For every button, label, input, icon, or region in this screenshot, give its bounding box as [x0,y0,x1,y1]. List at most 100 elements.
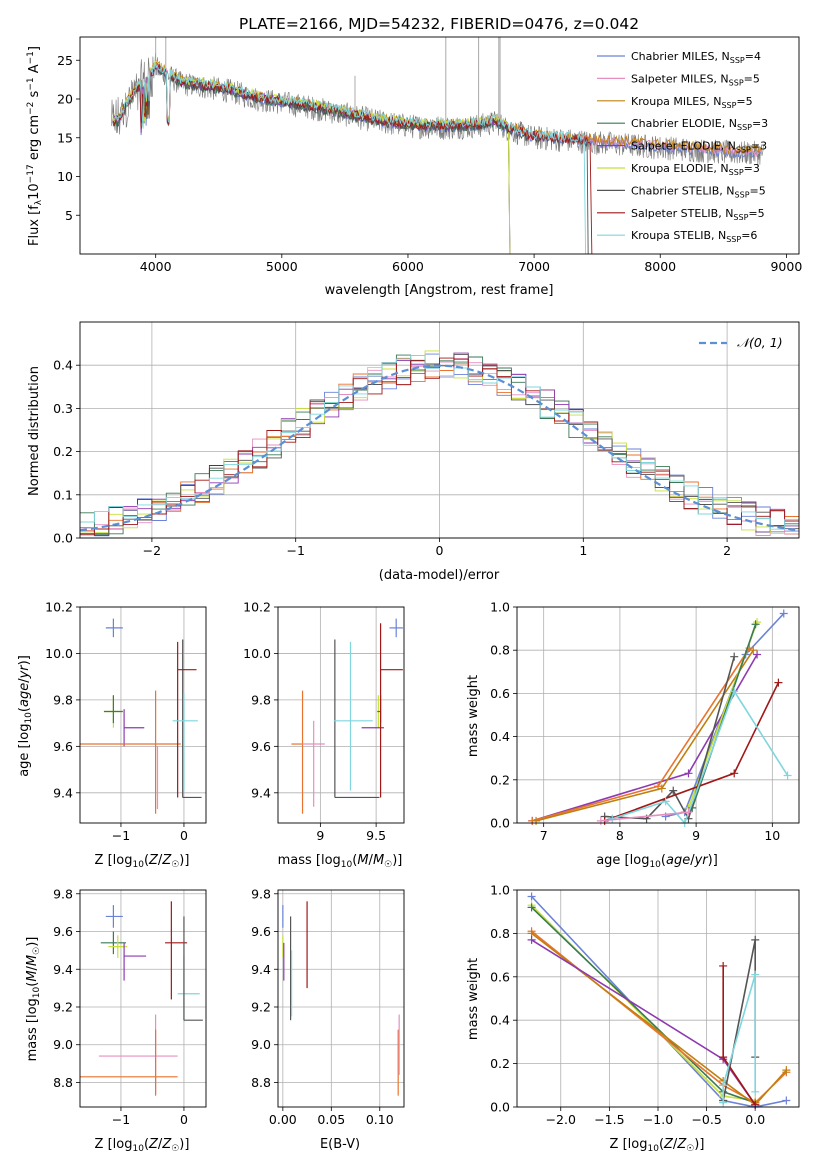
weight-marker [751,620,760,629]
y-tick-label: 1.0 [490,600,510,615]
y-tick-label: 10.2 [45,600,73,615]
y-tick-label: 9.6 [53,739,73,754]
model-spectrum-line [112,65,511,254]
y-tick-label: 0.6 [490,686,510,701]
x-tick-label: −1.5 [594,1112,624,1127]
mass-vs-extinction-panel: 0.00 0.05 0.10 8.8 9.0 9.2 9.4 9.6 9.8 [251,886,405,1127]
massZ-ylabel: mass [log10(M/M☉)] [25,937,42,1062]
weight-marker [527,892,536,901]
weight-line [665,612,785,818]
weight-marker [719,1053,728,1062]
y-tick-label: 0.1 [53,487,73,502]
weight-marker [719,1081,728,1090]
weight-line [535,649,754,822]
legend-label: 𝒩(0, 1) [737,335,783,350]
y-tick-label: 9.0 [251,1037,271,1052]
y-tick-label: 20 [57,92,73,107]
weight-line [531,930,787,1104]
weight-line [722,974,756,1103]
axes-frame [79,606,207,824]
model-spectrum-line [112,63,593,254]
x-tick-label: −2.0 [546,1112,576,1127]
massZ-xlabel: Z [log10(Z/Z☉)] [95,1137,190,1154]
x-tick-label: 9 [692,828,700,843]
y-tick-label: 0.3 [53,401,73,416]
x-tick-label: 0.10 [366,1112,394,1127]
axes-frame [516,889,800,1108]
weight-marker [751,935,760,944]
y-tick-label: 1.0 [490,883,510,898]
x-tick-label: −2 [143,543,161,558]
weight-marker [730,687,739,696]
x-tick-label: 9 [316,828,324,843]
weight-marker [684,808,693,817]
axes-frame [277,606,405,824]
x-tick-label: 0 [180,1112,188,1127]
y-tick-label: 9.8 [53,886,73,901]
weight-marker [657,784,666,793]
residual-histogram-panel: −2 −1 0 1 2 0.0 0.1 0.2 0.3 0.4 𝒩(0, 1) [53,321,800,558]
legend-label: Chabrier STELIB, NSSP=5 [631,184,766,199]
x-tick-label: 0 [436,543,444,558]
x-tick-label: 6000 [392,259,424,274]
hist-ylabel: Normed distribution [27,366,42,496]
y-tick-label: 9.6 [53,924,73,939]
x-tick-label: −0.5 [691,1112,721,1127]
x-tick-label: 9.5 [366,828,386,843]
y-tick-label: 9.8 [53,692,73,707]
massE-xlabel: E(B-V) [320,1137,360,1152]
y-tick-label: 9.2 [251,999,271,1014]
model-spectrum-line [112,63,589,254]
axes-frame [277,889,405,1108]
x-tick-label: −1 [112,1112,130,1127]
axes-frame [516,606,800,824]
y-tick-label: 0.2 [490,1056,510,1071]
x-tick-label: 9000 [770,259,802,274]
model-spectrum-line [112,62,587,254]
weight-marker [751,970,760,979]
weight-marker [596,816,605,825]
y-tick-label: 0.4 [490,1013,510,1028]
legend-label: Salpeter MILES, NSSP=5 [631,72,760,87]
mass-vs-metallicity-panel: −1 0 8.8 9.0 9.2 9.4 9.6 9.8 [53,886,207,1127]
ageZ-ylabel: age [log10(age/yr)] [17,655,34,777]
weight-line [531,906,756,1104]
weight-line [612,689,789,823]
normal-distribution-curve [80,364,797,532]
x-tick-label: 0.05 [317,1112,345,1127]
histogram-step [80,355,799,530]
spectrum-ylabel: Flux [fλ10−17 erg cm−2 s−1 A−1] [26,46,44,246]
y-tick-label: 0.0 [490,1100,510,1115]
y-tick-label: 9.2 [53,999,73,1014]
x-tick-label: 8000 [644,259,676,274]
weight-marker [532,816,541,825]
weight-line [600,811,689,822]
weight-vs-age-panel: 7 8 9 10 0.0 0.2 0.4 0.6 0.8 1.0 [490,600,800,843]
model-spectrum-line [112,63,511,254]
ageM-xlabel: mass [log10(M/M☉)] [278,853,403,870]
y-tick-label: 8.8 [53,1075,73,1090]
weight-marker [684,769,693,778]
figure-title: PLATE=2166, MJD=54232, FIBERID=0476, z=0… [239,15,639,33]
spectrum-xlabel: wavelength [Angstrom, rest frame] [325,283,554,298]
weight-vs-metallicity-panel: −2.0 −1.5 −1.0 −0.5 0.0 0.0 0.2 0.4 0.6 0.8 1.0 [490,883,800,1127]
weight-marker [527,935,536,944]
weight-marker [527,903,536,912]
legend-label: Chabrier ELODIE, NSSP=3 [631,117,768,132]
hist-xlabel: (data-model)/error [379,568,500,583]
y-tick-label: 9.4 [53,962,73,977]
y-tick-label: 0.4 [53,358,73,373]
weight-line [691,624,757,809]
x-tick-label: −1 [286,543,304,558]
wAge-xlabel: age [log10(age/yr)] [596,853,718,870]
y-tick-label: 10 [57,169,73,184]
legend-label: Kroupa ELODIE, NSSP=3 [631,162,760,177]
weight-marker [730,652,739,661]
weight-marker [753,618,762,627]
weight-line [531,654,758,822]
y-tick-label: 9.6 [251,739,271,754]
x-tick-label: 7000 [518,259,550,274]
axes-frame [79,321,800,539]
y-tick-label: 0.0 [490,816,510,831]
